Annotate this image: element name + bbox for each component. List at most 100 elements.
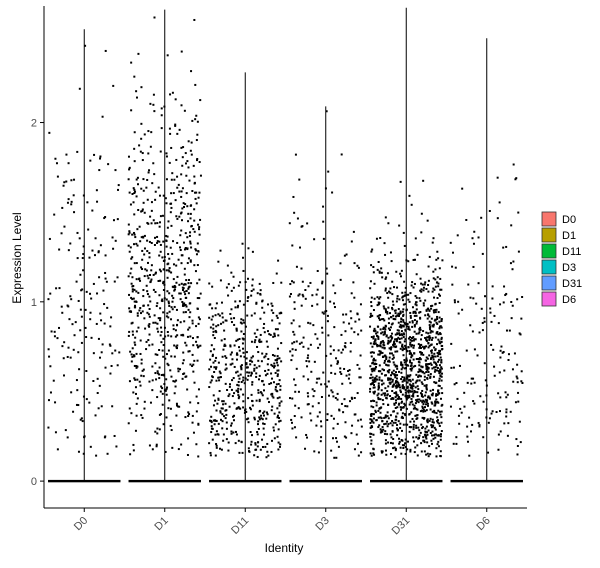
point-D31 <box>395 394 398 397</box>
point-D0 <box>89 445 92 448</box>
point-D6 <box>466 440 469 443</box>
point-D1 <box>189 311 192 314</box>
point-D31 <box>407 293 410 296</box>
point-D31 <box>403 359 406 362</box>
point-D1 <box>179 249 182 252</box>
point-D6 <box>510 224 513 227</box>
point-D3 <box>338 408 341 411</box>
point-D31 <box>425 364 428 367</box>
point-D11 <box>263 322 266 325</box>
point-D3 <box>292 281 295 284</box>
zero-band-D0 <box>48 479 121 483</box>
point-D1 <box>140 122 143 125</box>
point-D0 <box>90 336 93 339</box>
point-D31 <box>392 356 395 359</box>
point-D11 <box>276 414 279 417</box>
point-D11 <box>261 438 264 441</box>
point-D0 <box>63 225 66 228</box>
point-D3 <box>359 354 362 357</box>
point-D31 <box>394 318 397 321</box>
point-D11 <box>217 422 220 425</box>
point-D11 <box>236 306 239 309</box>
point-D31 <box>413 406 416 409</box>
point-D1 <box>162 194 165 197</box>
point-D11 <box>267 357 270 360</box>
point-D31 <box>435 369 438 372</box>
point-D6 <box>505 396 508 399</box>
point-D31 <box>369 421 372 424</box>
point-D11 <box>229 344 232 347</box>
point-D3 <box>332 284 335 287</box>
point-D1 <box>139 307 142 310</box>
point-D1 <box>141 310 144 313</box>
point-D6 <box>479 395 482 398</box>
point-D0 <box>103 217 106 220</box>
point-D31 <box>391 430 394 433</box>
point-D3 <box>307 395 310 398</box>
point-D0 <box>65 180 68 183</box>
x-axis-title: Identity <box>265 541 304 555</box>
point-D3 <box>335 437 338 440</box>
point-D1 <box>160 385 163 388</box>
point-D31 <box>395 427 398 430</box>
point-D31 <box>407 298 410 301</box>
point-D11 <box>236 338 239 341</box>
point-D11 <box>279 388 282 391</box>
point-D31 <box>370 412 373 415</box>
point-D3 <box>334 396 337 399</box>
point-D11 <box>278 379 281 382</box>
point-D31 <box>426 418 429 421</box>
point-D31 <box>386 272 389 275</box>
point-D1 <box>128 380 131 383</box>
point-D31 <box>425 365 428 368</box>
point-D3 <box>305 360 308 363</box>
point-D31 <box>380 267 383 270</box>
point-D31 <box>390 332 393 335</box>
point-D3 <box>310 419 313 422</box>
legend-label-D11: D11 <box>562 246 581 258</box>
point-D31 <box>372 337 375 340</box>
point-D6 <box>513 352 516 355</box>
point-D31 <box>393 363 396 366</box>
point-D1 <box>173 178 176 181</box>
point-D31 <box>383 361 386 364</box>
point-D31 <box>370 296 373 299</box>
point-D6 <box>477 421 480 424</box>
point-D1 <box>165 298 168 301</box>
point-D3 <box>307 321 310 324</box>
point-D31 <box>440 326 443 329</box>
point-D11 <box>236 370 239 373</box>
point-D11 <box>245 351 248 354</box>
point-D6 <box>505 408 508 411</box>
point-D31 <box>397 397 400 400</box>
point-D1 <box>184 375 187 378</box>
point-D3 <box>325 354 328 357</box>
point-D1 <box>143 247 146 250</box>
point-D11 <box>242 347 245 350</box>
point-D31 <box>387 327 390 330</box>
point-D11 <box>278 445 281 448</box>
point-D1 <box>197 223 200 226</box>
point-D31 <box>369 452 372 455</box>
point-D3 <box>334 292 337 295</box>
point-D11 <box>276 416 279 419</box>
point-D31 <box>375 363 378 366</box>
point-D6 <box>461 187 464 190</box>
point-D11 <box>217 361 220 364</box>
point-D0 <box>61 311 64 314</box>
point-D0 <box>111 352 114 355</box>
point-D3 <box>305 433 308 436</box>
point-D0 <box>82 395 85 398</box>
point-D31 <box>404 346 407 349</box>
point-D0 <box>109 372 112 375</box>
point-D31 <box>435 412 438 415</box>
point-D11 <box>240 322 243 325</box>
point-D31 <box>426 421 429 424</box>
point-D11 <box>251 404 254 407</box>
point-D11 <box>230 321 233 324</box>
point-D0 <box>116 276 119 279</box>
point-D1 <box>188 316 191 319</box>
point-D1 <box>129 350 132 353</box>
point-D31 <box>426 336 429 339</box>
